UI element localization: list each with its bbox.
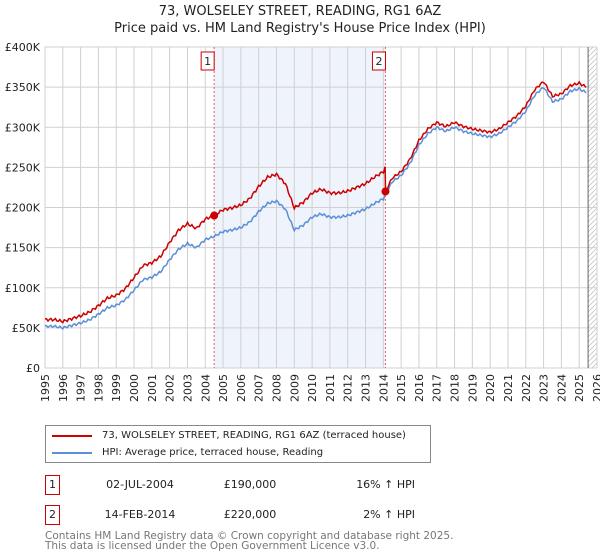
x-tick-label: 2020 bbox=[484, 374, 497, 402]
x-tick-label: 2005 bbox=[217, 374, 230, 402]
x-tick-label: 2004 bbox=[199, 374, 212, 402]
x-tick-label: 2025 bbox=[573, 374, 586, 402]
sale-point bbox=[210, 211, 219, 220]
x-tick-label: 1995 bbox=[39, 374, 52, 402]
x-tick-label: 1999 bbox=[110, 374, 123, 402]
footer-copyright: Contains HM Land Registry data © Crown c… bbox=[45, 530, 454, 542]
sale-point bbox=[381, 187, 390, 196]
sale-marker-box bbox=[371, 51, 386, 71]
footer-license: This data is licensed under the Open Gov… bbox=[45, 540, 380, 552]
x-tick-label: 2022 bbox=[520, 374, 533, 402]
y-tick-label: £300K bbox=[5, 121, 41, 134]
sale-marker-label: 2 bbox=[375, 55, 382, 68]
x-tick-label: 2021 bbox=[502, 374, 515, 402]
x-tick-label: 2000 bbox=[128, 374, 141, 402]
sale-hpi-diff: 2% ↑ HPI bbox=[363, 508, 415, 521]
sale-price: £190,000 bbox=[223, 478, 277, 491]
x-tick-label: 2015 bbox=[395, 374, 408, 402]
x-tick-label: 2014 bbox=[377, 374, 390, 402]
sale-date: 02-JUL-2004 bbox=[106, 478, 174, 491]
chart-title: 73, WOLSELEY STREET, READING, RG1 6AZ bbox=[158, 4, 442, 19]
y-tick-label: £350K bbox=[5, 81, 41, 94]
y-tick-label: £400K bbox=[5, 41, 41, 54]
x-tick-label: 2007 bbox=[253, 374, 266, 402]
chart-subtitle: Price paid vs. HM Land Registry's House … bbox=[114, 21, 486, 36]
y-tick-label: £150K bbox=[5, 242, 41, 255]
x-tick-label: 2016 bbox=[413, 374, 426, 402]
x-tick-label: 2003 bbox=[181, 374, 194, 402]
hpi-series-line bbox=[44, 86, 587, 330]
x-tick-label: 2024 bbox=[555, 374, 568, 402]
x-tick-label: 2010 bbox=[306, 374, 319, 402]
legend: 73, WOLSELEY STREET, READING, RG1 6AZ (t… bbox=[45, 425, 431, 463]
x-tick-label: 2023 bbox=[538, 374, 551, 402]
sale-number: 2 bbox=[45, 505, 60, 525]
price-chart: 1995 1996 1997 1998 1999 2000 2001 2002 2003 2004… bbox=[5, 41, 600, 402]
x-tick-label: 2001 bbox=[146, 374, 159, 402]
footer: Contains HM Land Registry data © Crown c… bbox=[45, 530, 454, 552]
x-tick-label: 2012 bbox=[342, 374, 355, 402]
y-tick-label: £50K bbox=[12, 322, 41, 335]
hpi-legend-swatch bbox=[52, 451, 92, 454]
sale-marker-label: 1 bbox=[204, 55, 211, 68]
x-tick-label: 2026 bbox=[591, 374, 600, 402]
y-tick-label: £200K bbox=[5, 202, 41, 215]
x-tick-label: 2009 bbox=[288, 374, 301, 402]
x-tick-label: 2006 bbox=[235, 374, 248, 402]
x-tick-label: 2011 bbox=[324, 374, 337, 402]
x-tick-label: 2019 bbox=[466, 374, 479, 402]
x-tick-label: 2018 bbox=[449, 374, 462, 402]
sale-hpi-diff: 16% ↑ HPI bbox=[356, 478, 415, 491]
sale-marker-box bbox=[200, 51, 215, 71]
x-tick-label: 1997 bbox=[75, 374, 88, 402]
y-tick-label: £0 bbox=[26, 362, 40, 375]
y-tick-label: £100K bbox=[5, 282, 41, 295]
x-tick-label: 2017 bbox=[431, 374, 444, 402]
x-tick-label: 1998 bbox=[92, 374, 105, 402]
property-legend-label: 73, WOLSELEY STREET, READING, RG1 6AZ (t… bbox=[102, 430, 406, 441]
hpi-legend-label: HPI: Average price, terraced house, Read… bbox=[102, 447, 324, 458]
property-legend-swatch bbox=[52, 434, 92, 437]
property-series-line bbox=[44, 80, 587, 324]
x-tick-label: 2013 bbox=[360, 374, 373, 402]
y-tick-label: £250K bbox=[5, 161, 41, 174]
sale-date: 14-FEB-2014 bbox=[104, 508, 176, 521]
x-tick-label: 2002 bbox=[164, 374, 177, 402]
x-tick-label: 1996 bbox=[57, 374, 70, 402]
x-tick-label: 2008 bbox=[270, 374, 283, 402]
sale-number: 1 bbox=[45, 475, 60, 495]
sale-price: £220,000 bbox=[223, 508, 277, 521]
